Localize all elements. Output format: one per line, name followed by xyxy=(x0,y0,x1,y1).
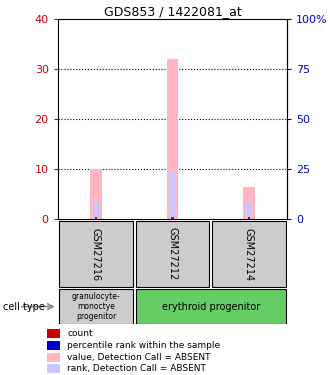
Text: count: count xyxy=(67,329,93,338)
Text: GSM27212: GSM27212 xyxy=(167,227,178,280)
Bar xyxy=(246,202,252,219)
Text: value, Detection Call = ABSENT: value, Detection Call = ABSENT xyxy=(67,352,211,362)
Bar xyxy=(47,341,60,350)
Bar xyxy=(47,329,60,338)
Text: GSM27216: GSM27216 xyxy=(91,228,101,280)
Bar xyxy=(59,221,133,287)
Bar xyxy=(171,217,174,219)
Bar xyxy=(90,169,102,219)
Bar xyxy=(59,290,133,324)
Bar xyxy=(136,290,285,324)
Bar xyxy=(47,364,60,374)
Bar xyxy=(212,221,285,287)
Bar xyxy=(248,217,250,219)
Bar xyxy=(169,172,176,219)
Text: percentile rank within the sample: percentile rank within the sample xyxy=(67,341,220,350)
Text: rank, Detection Call = ABSENT: rank, Detection Call = ABSENT xyxy=(67,364,206,374)
Text: granulocyte-
monoctye
progenitor: granulocyte- monoctye progenitor xyxy=(72,292,120,321)
Bar xyxy=(136,221,209,287)
Text: cell type: cell type xyxy=(3,302,45,312)
Title: GDS853 / 1422081_at: GDS853 / 1422081_at xyxy=(104,4,241,18)
Bar xyxy=(167,59,178,219)
Text: erythroid progenitor: erythroid progenitor xyxy=(161,302,260,312)
Text: GSM27214: GSM27214 xyxy=(244,228,254,280)
Bar xyxy=(243,187,255,219)
Bar xyxy=(47,352,60,362)
Bar xyxy=(93,202,99,219)
Bar xyxy=(95,217,97,219)
